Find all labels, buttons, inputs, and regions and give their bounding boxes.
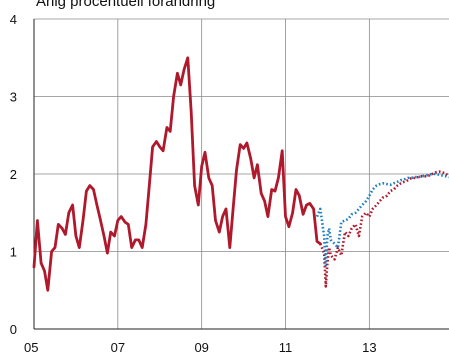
x-tick-label: 09 xyxy=(194,340,208,355)
x-tick-label: 13 xyxy=(362,340,376,355)
grid-lines xyxy=(34,19,449,329)
y-tick-label: 2 xyxy=(10,167,17,182)
x-tick-label: 07 xyxy=(111,340,125,355)
chart-title: Årlig procentuell förändring xyxy=(36,0,215,10)
y-axis-ticks: 0 1 2 3 4 xyxy=(10,12,17,337)
x-axis-ticks: 05 07 09 11 13 xyxy=(24,340,377,355)
y-tick-label: 3 xyxy=(10,90,17,105)
x-tick-label: 05 xyxy=(24,340,38,355)
y-tick-label: 4 xyxy=(10,12,17,27)
dotted-series-line-1 xyxy=(320,172,449,287)
y-tick-label: 0 xyxy=(10,322,17,337)
x-tick-label: 11 xyxy=(279,340,293,355)
y-tick-label: 1 xyxy=(10,245,17,260)
